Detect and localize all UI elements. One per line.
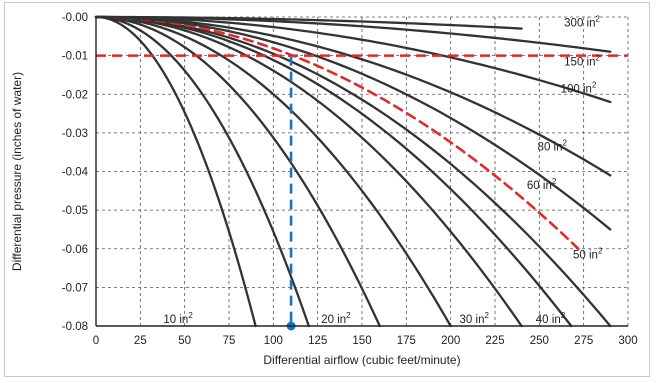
y-tick-label: -0.03 [62,128,88,140]
curve-15-sq-in [94,15,310,328]
curve-50-sq-in [94,15,580,251]
curve-35-sq-in [94,15,573,328]
y-tick-label: -0.05 [62,205,88,217]
chart-svg: 0 25 50 75 100 125 150 175 200 225 250 275 300 -0.00 -… [10,12,638,367]
curve-labels: 10 in2 20 in2 30 in2 40 in2 50 in2 60 in2 80 i… [163,15,603,326]
curve-30-sq-in [94,15,523,328]
curve-label-50: 50 in2 [573,246,603,261]
x-axis-title: Differential airflow (cubic feet/minute) [263,353,460,367]
x-tick-label: 75 [223,335,236,347]
x-tick-label: 250 [530,335,549,347]
curve-label-80: 80 in2 [538,138,568,153]
curve-300-sq-in [94,15,523,30]
tick-labels: 0 25 50 75 100 125 150 175 200 225 250 275 300 -0.00 -… [62,12,638,347]
y-tick-label: -0.00 [62,12,88,24]
x-tick-label: 125 [308,335,327,347]
x-tick-label: 225 [485,335,504,347]
x-tick-label: 300 [618,335,637,347]
y-tick-label: -0.04 [62,167,89,179]
x-tick-label: 175 [397,335,416,347]
curve-20-sq-in [94,15,381,328]
x-tick-label: 25 [134,335,147,347]
curve-label-300: 300 in2 [564,15,600,30]
y-axis-title: Differential pressure (inches of water) [10,72,24,271]
y-tick-label: -0.07 [62,282,88,294]
curve-label-150: 150 in2 [564,53,600,68]
curve-40-sq-in [94,15,612,328]
y-tick-label: -0.06 [62,244,88,256]
axes [95,17,628,327]
x-tick-label: 150 [352,335,371,347]
curve-label-60: 60 in2 [527,177,557,192]
curve-25-sq-in [94,15,452,328]
chart-frame: 0 25 50 75 100 125 150 175 200 225 250 275 300 -0.00 -… [4,2,650,377]
x-tick-label: 275 [574,335,593,347]
curve-10-sq-in [94,15,257,328]
curve-60-sq-in [94,15,612,231]
y-tick-label: -0.01 [62,51,88,63]
x-tick-label: 200 [441,335,460,347]
curve-label-10: 10 in2 [163,311,193,326]
curve-label-30: 30 in2 [460,311,490,326]
x-tick-label: 0 [93,335,99,347]
y-tick-label: -0.02 [62,89,88,101]
curve-label-20: 20 in2 [321,311,351,326]
x-tick-label: 50 [178,335,191,347]
curve-group [94,15,612,328]
x-tick-label: 100 [264,335,283,347]
curve-label-100: 100 in2 [561,80,597,95]
y-tick-label: -0.08 [62,321,88,333]
curve-100-sq-in [94,15,612,104]
curve-label-40: 40 in2 [536,311,566,326]
